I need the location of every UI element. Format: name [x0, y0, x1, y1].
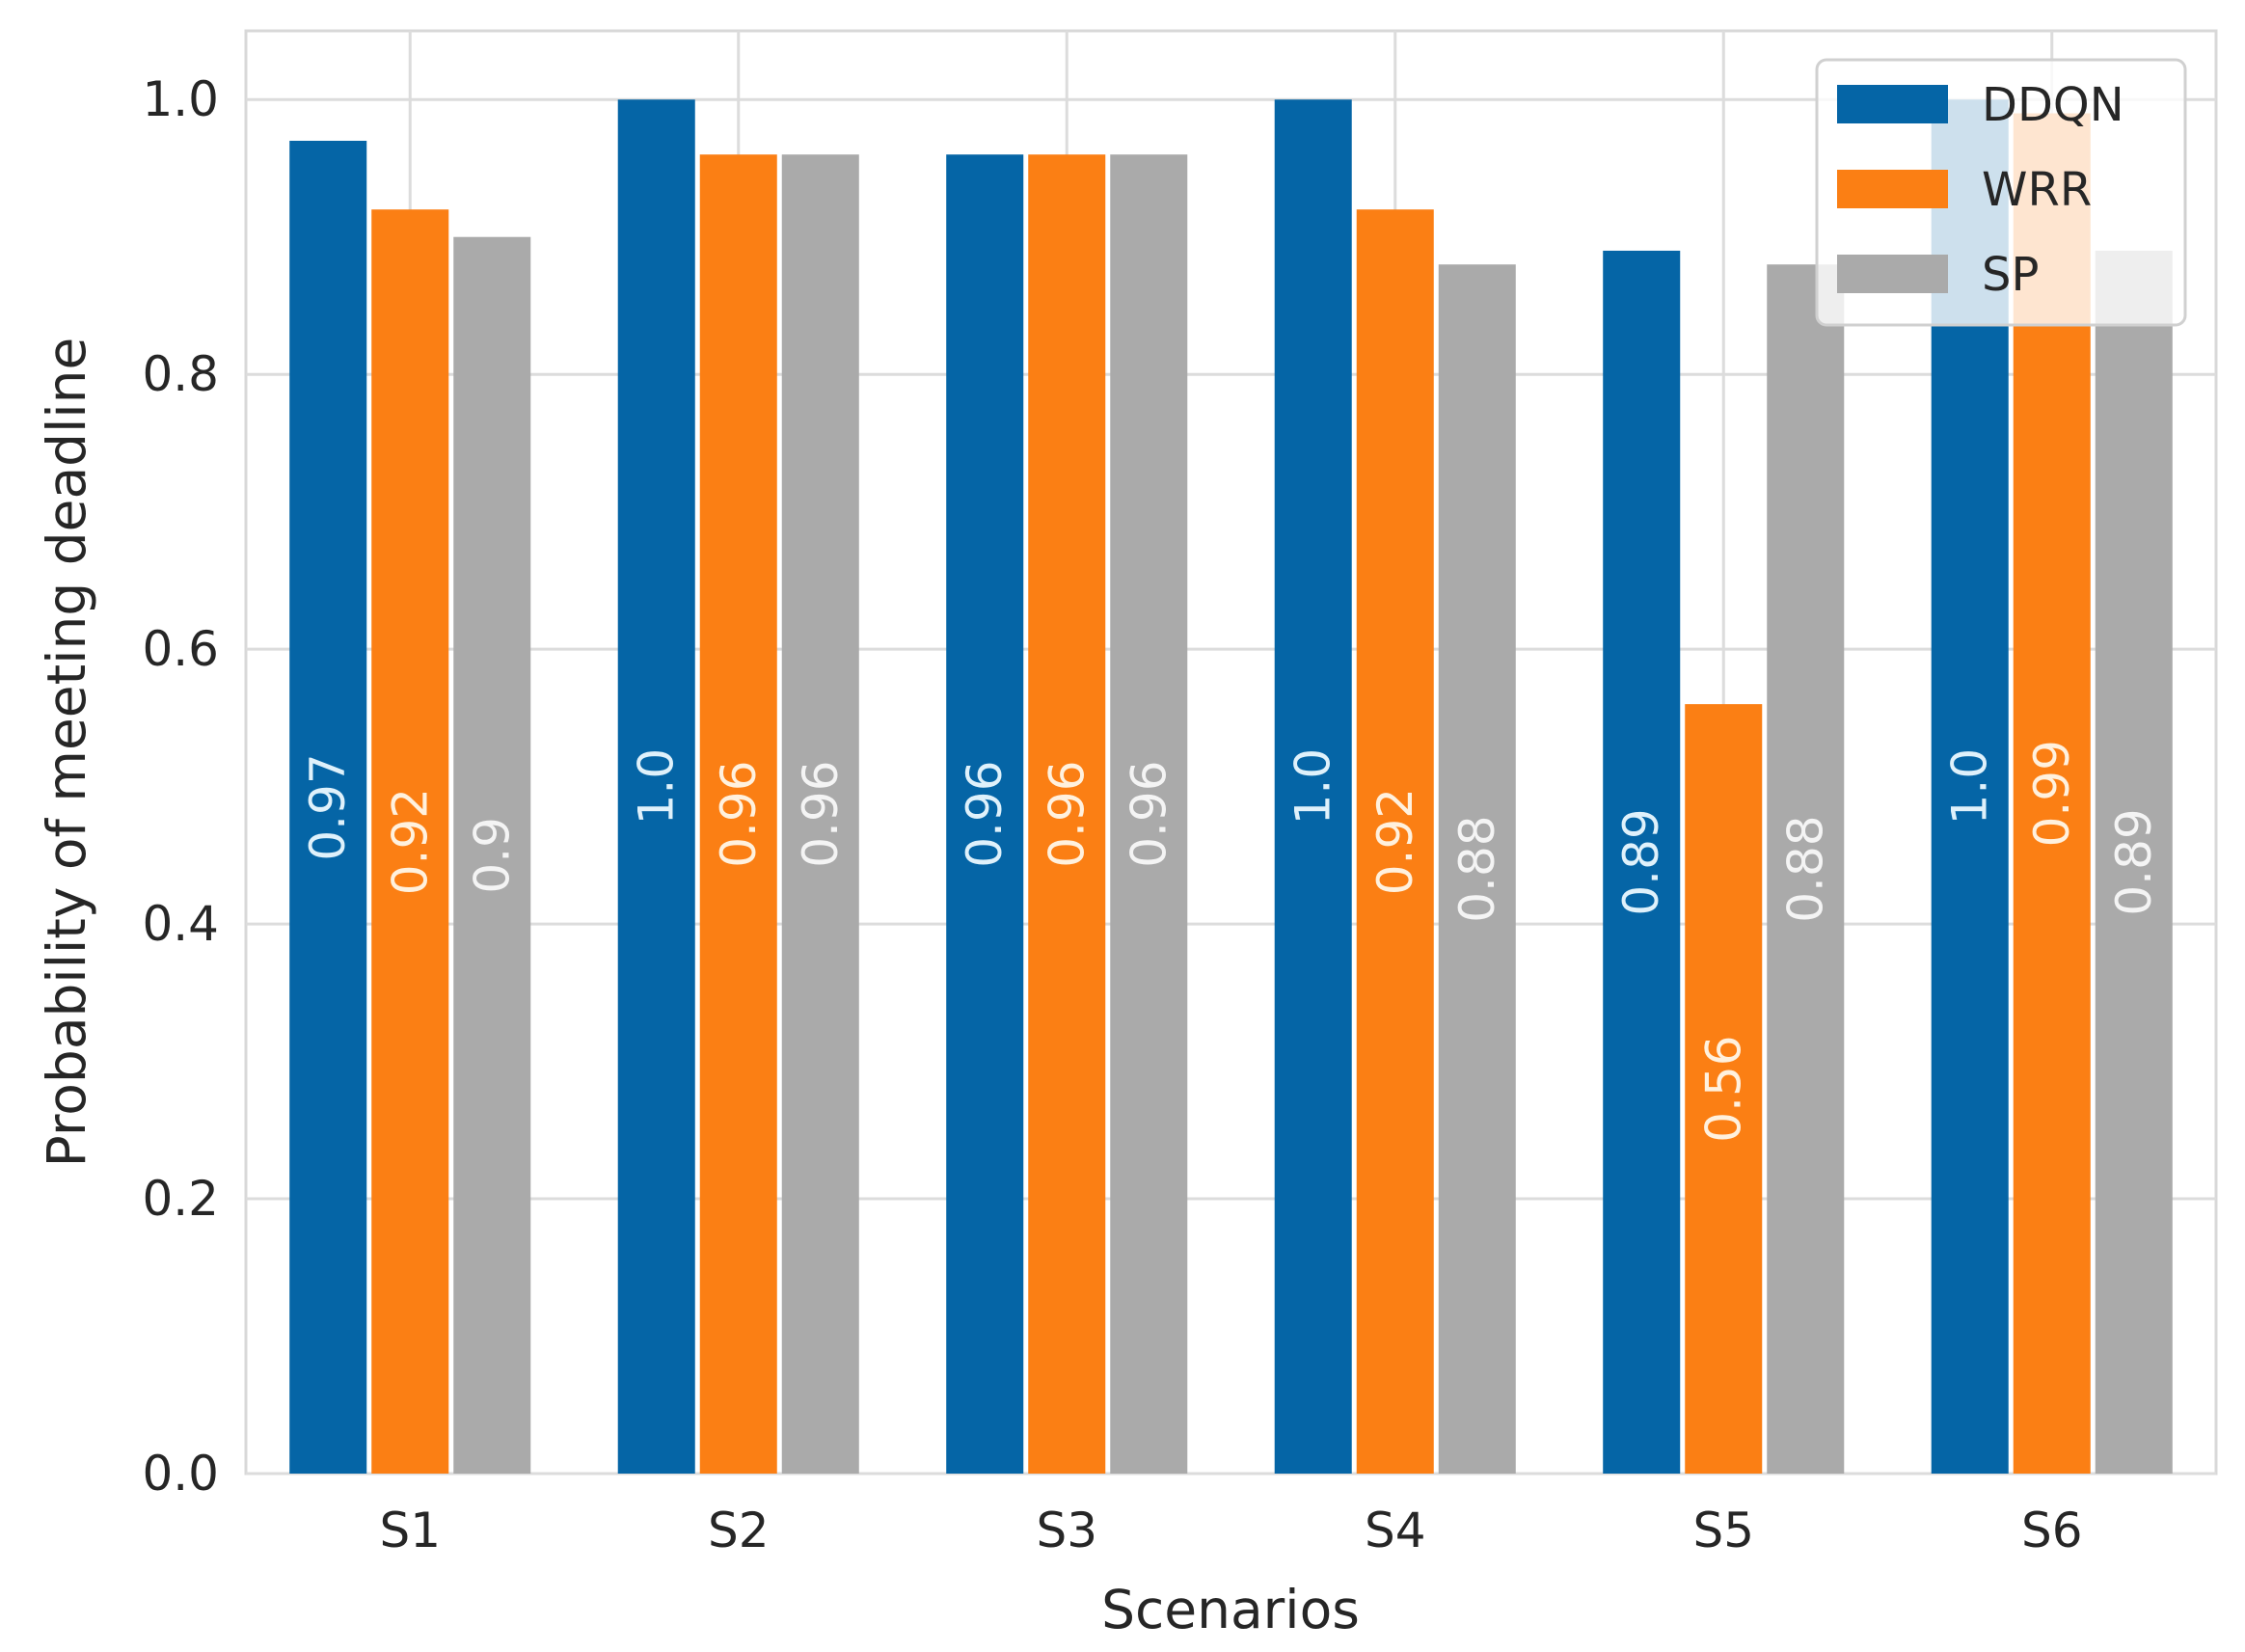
bar-ddqn-s3	[946, 154, 1024, 1475]
bars-group	[289, 99, 2173, 1475]
bar-value-label: 0.9	[464, 817, 520, 894]
bar-ddqn-s5	[1603, 250, 1681, 1474]
bar-sp-s2	[781, 154, 859, 1475]
bar-value-label: 0.89	[2106, 808, 2162, 915]
bar-value-label: 0.97	[300, 753, 356, 860]
bar-value-label: 0.96	[1121, 760, 1177, 867]
bar-value-label: 0.88	[1449, 815, 1505, 922]
y-tick-label: 0.8	[142, 346, 219, 402]
bar-sp-s3	[1110, 154, 1188, 1475]
y-tick-label: 0.2	[142, 1171, 219, 1227]
x-tick-label: S5	[1692, 1503, 1754, 1558]
legend: DDQN WRR SP	[1815, 58, 2187, 327]
legend-label-sp: SP	[1982, 248, 2039, 302]
bar-value-label: 1.0	[1942, 748, 1998, 826]
bar-value-label: 0.99	[2024, 740, 2080, 847]
x-tick-label: S6	[2021, 1503, 2083, 1558]
data-labels-group: 0.97 0.92 0.9 1.0 0.96 0.96 0.96 0.96 0.96 1.0 0.9…	[300, 740, 2162, 1143]
bar-ddqn-s1	[289, 140, 367, 1474]
legend-swatch-sp	[1837, 255, 1948, 293]
legend-label-ddqn: DDQN	[1982, 78, 2124, 132]
bar-sp-s5	[1767, 264, 1845, 1475]
y-tick-label: 0.4	[142, 896, 219, 952]
y-axis-label: Probability of meeting deadline	[36, 338, 97, 1168]
y-tick-label: 1.0	[142, 71, 219, 127]
bar-value-label: 0.96	[957, 760, 1013, 867]
y-tick-label: 0.0	[142, 1446, 219, 1502]
bar-sp-s6	[2095, 250, 2173, 1474]
bar-value-label: 0.96	[793, 760, 849, 867]
bar-ddqn-s4	[1274, 99, 1352, 1475]
bar-value-label: 0.96	[1039, 760, 1095, 867]
x-tick-label: S4	[1365, 1503, 1426, 1558]
x-tick-label: S3	[1036, 1503, 1097, 1558]
bar-value-label: 1.0	[629, 748, 685, 826]
legend-swatch-ddqn	[1837, 85, 1948, 123]
bar-value-label: 0.96	[711, 760, 767, 867]
x-axis-ticks: S1 S2 S3 S4 S5 S6	[379, 1503, 2082, 1558]
bar-wrr-s4	[1356, 209, 1434, 1475]
bar-ddqn-s2	[617, 99, 695, 1475]
x-tick-label: S1	[379, 1503, 441, 1558]
bar-value-label: 0.56	[1695, 1035, 1751, 1142]
bar-wrr-s5	[1685, 704, 1763, 1474]
y-axis-ticks: 0.0 0.2 0.4 0.6 0.8 1.0	[142, 71, 219, 1502]
bar-wrr-s6	[2013, 113, 2091, 1474]
bar-wrr-s3	[1028, 154, 1106, 1475]
x-tick-label: S2	[708, 1503, 770, 1558]
bar-value-label: 0.88	[1777, 815, 1833, 922]
bar-value-label: 0.92	[382, 788, 438, 895]
bar-sp-s4	[1438, 264, 1516, 1475]
bar-sp-s1	[453, 236, 531, 1475]
legend-label-wrr: WRR	[1982, 163, 2092, 217]
bar-value-label: 0.92	[1367, 788, 1423, 895]
y-tick-label: 0.6	[142, 621, 219, 677]
legend-swatch-wrr	[1837, 170, 1948, 208]
bar-ddqn-s6	[1931, 99, 2009, 1475]
bar-wrr-s1	[371, 209, 449, 1475]
bar-value-label: 0.89	[1613, 808, 1669, 915]
bar-wrr-s2	[699, 154, 777, 1475]
x-axis-label: Scenarios	[1101, 1579, 1360, 1640]
bar-value-label: 1.0	[1285, 748, 1341, 826]
